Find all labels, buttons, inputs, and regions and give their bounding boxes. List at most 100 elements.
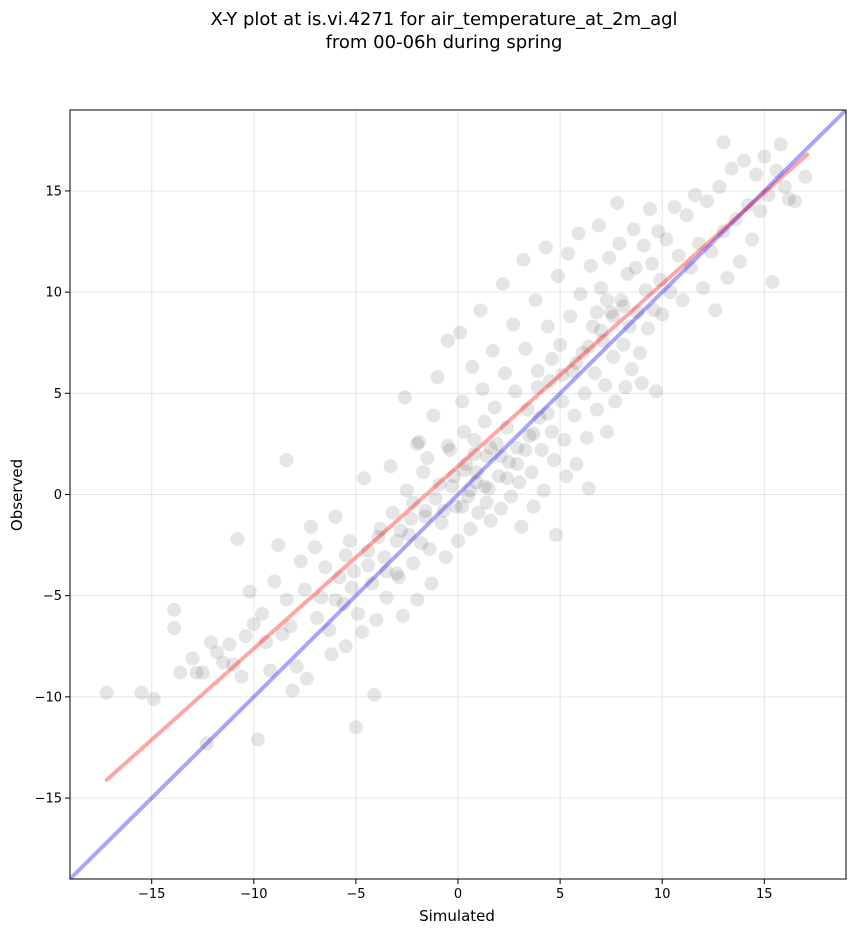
data-point — [761, 187, 776, 202]
data-point — [506, 317, 521, 332]
data-point — [544, 424, 559, 439]
data-point — [410, 436, 425, 451]
data-point — [432, 477, 447, 492]
data-point — [687, 187, 702, 202]
data-point — [465, 360, 480, 375]
data-point — [420, 451, 435, 466]
data-point — [683, 260, 698, 275]
data-point — [600, 424, 615, 439]
data-point — [534, 442, 549, 457]
y-tick-label: 0 — [54, 488, 62, 503]
data-point — [604, 305, 619, 320]
data-point — [636, 238, 651, 253]
data-point — [297, 582, 312, 597]
data-point — [275, 627, 290, 642]
data-point — [728, 212, 743, 227]
data-point — [246, 617, 261, 632]
data-point — [406, 556, 421, 571]
data-point — [485, 343, 500, 358]
data-point — [328, 592, 343, 607]
data-point — [357, 471, 372, 486]
data-point — [422, 542, 437, 557]
data-point — [361, 558, 376, 573]
data-point — [391, 570, 406, 585]
data-point — [250, 732, 265, 747]
data-point — [134, 685, 149, 700]
data-point — [671, 248, 686, 263]
data-point — [745, 232, 760, 247]
data-point — [773, 137, 788, 152]
data-point — [540, 319, 555, 334]
y-tick-label: 5 — [54, 387, 62, 402]
y-tick-label: 15 — [45, 184, 62, 199]
data-point — [418, 509, 433, 524]
x-tick-label: 10 — [654, 887, 671, 902]
data-point — [479, 495, 494, 510]
data-point — [216, 655, 231, 670]
data-point — [565, 364, 580, 379]
data-point — [344, 580, 359, 595]
data-point — [495, 277, 510, 292]
data-point — [348, 720, 363, 735]
data-point — [559, 469, 574, 484]
data-point — [765, 275, 780, 290]
data-point — [469, 475, 484, 490]
data-point — [630, 305, 645, 320]
data-point — [708, 303, 723, 318]
data-point — [457, 424, 472, 439]
data-point — [428, 491, 443, 506]
data-point — [242, 584, 257, 599]
data-point — [700, 194, 715, 209]
data-point — [675, 293, 690, 308]
data-point — [640, 321, 655, 336]
data-point — [367, 687, 382, 702]
data-point — [279, 453, 294, 468]
data-point — [679, 208, 694, 223]
data-point — [769, 163, 784, 178]
data-point — [389, 566, 404, 581]
x-tick-label: −10 — [240, 887, 267, 902]
grid-lines — [70, 110, 846, 879]
data-point — [303, 519, 318, 534]
data-point — [440, 333, 455, 348]
data-point — [712, 179, 727, 194]
data-point — [328, 509, 343, 524]
y-tick-label: −5 — [43, 589, 62, 604]
data-point — [324, 647, 339, 662]
data-point — [338, 548, 353, 563]
data-point — [544, 351, 559, 366]
data-point — [487, 400, 502, 415]
data-point — [199, 736, 214, 751]
data-point — [463, 483, 478, 498]
data-point — [455, 499, 470, 514]
data-point — [189, 665, 204, 680]
data-point — [524, 465, 539, 480]
data-point — [622, 319, 637, 334]
data-point — [526, 426, 541, 441]
data-point — [167, 621, 182, 636]
data-point — [444, 479, 459, 494]
data-point — [593, 323, 608, 338]
data-point — [355, 625, 370, 640]
data-point — [469, 465, 484, 480]
data-point — [418, 503, 433, 518]
chart-title-line-1: X-Y plot at is.vi.4271 for air_temperatu… — [210, 9, 677, 30]
data-point — [308, 540, 323, 555]
data-point — [542, 374, 557, 389]
data-point — [647, 303, 662, 318]
data-point — [414, 536, 429, 551]
data-point — [589, 402, 604, 417]
data-point — [451, 534, 465, 549]
data-point — [426, 408, 441, 423]
data-point — [453, 325, 468, 340]
data-point — [493, 449, 508, 464]
data-point — [504, 489, 519, 504]
data-point — [475, 382, 490, 397]
x-axis-label: Simulated — [419, 907, 495, 925]
data-point — [222, 637, 237, 652]
data-point — [740, 198, 755, 213]
data-point — [455, 394, 470, 409]
data-point — [493, 501, 508, 516]
data-point — [651, 224, 666, 239]
data-point — [546, 453, 561, 468]
